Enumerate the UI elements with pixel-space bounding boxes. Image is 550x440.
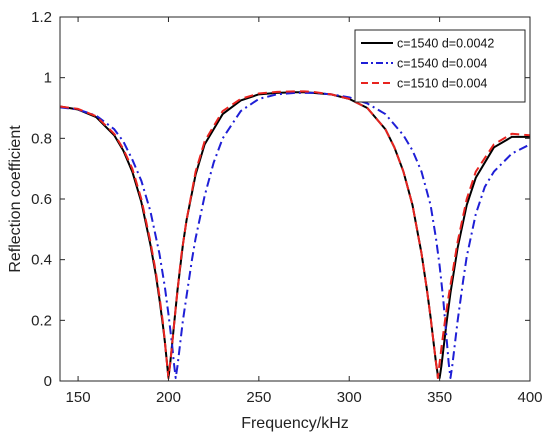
y-tick-label: 0.8: [31, 130, 52, 147]
x-tick-label: 150: [66, 389, 91, 406]
x-tick-label: 250: [246, 389, 271, 406]
legend-label-3: c=1510 d=0.004: [397, 77, 487, 91]
y-tick-label: 0: [44, 373, 52, 390]
x-tick-label: 400: [517, 389, 542, 406]
y-tick-label: 1.2: [31, 9, 52, 26]
x-tick-label: 200: [156, 389, 181, 406]
y-tick-label: 0.4: [31, 252, 52, 269]
x-tick-label: 350: [427, 389, 452, 406]
legend: c=1540 d=0.0042 c=1540 d=0.004 c=1510 d=0.…: [354, 29, 526, 103]
x-tick-label: 300: [337, 389, 362, 406]
legend-label-2: c=1540 d=0.004: [397, 57, 487, 71]
series-layer: [60, 90, 530, 379]
legend-label-1: c=1540 d=0.0042: [397, 37, 494, 51]
series-line-2: [60, 91, 530, 379]
ticks-layer: 150 200 250 300 350 400 0 0.2 0.4 0.6 0.8 1 1.2: [31, 9, 542, 406]
y-tick-label: 0.6: [31, 191, 52, 208]
x-axis-label: Frequency/kHz: [241, 415, 349, 432]
y-tick-label: 1: [44, 70, 52, 87]
y-axis-label: Reflection coefficient: [7, 125, 24, 273]
y-tick-label: 0.2: [31, 312, 52, 329]
